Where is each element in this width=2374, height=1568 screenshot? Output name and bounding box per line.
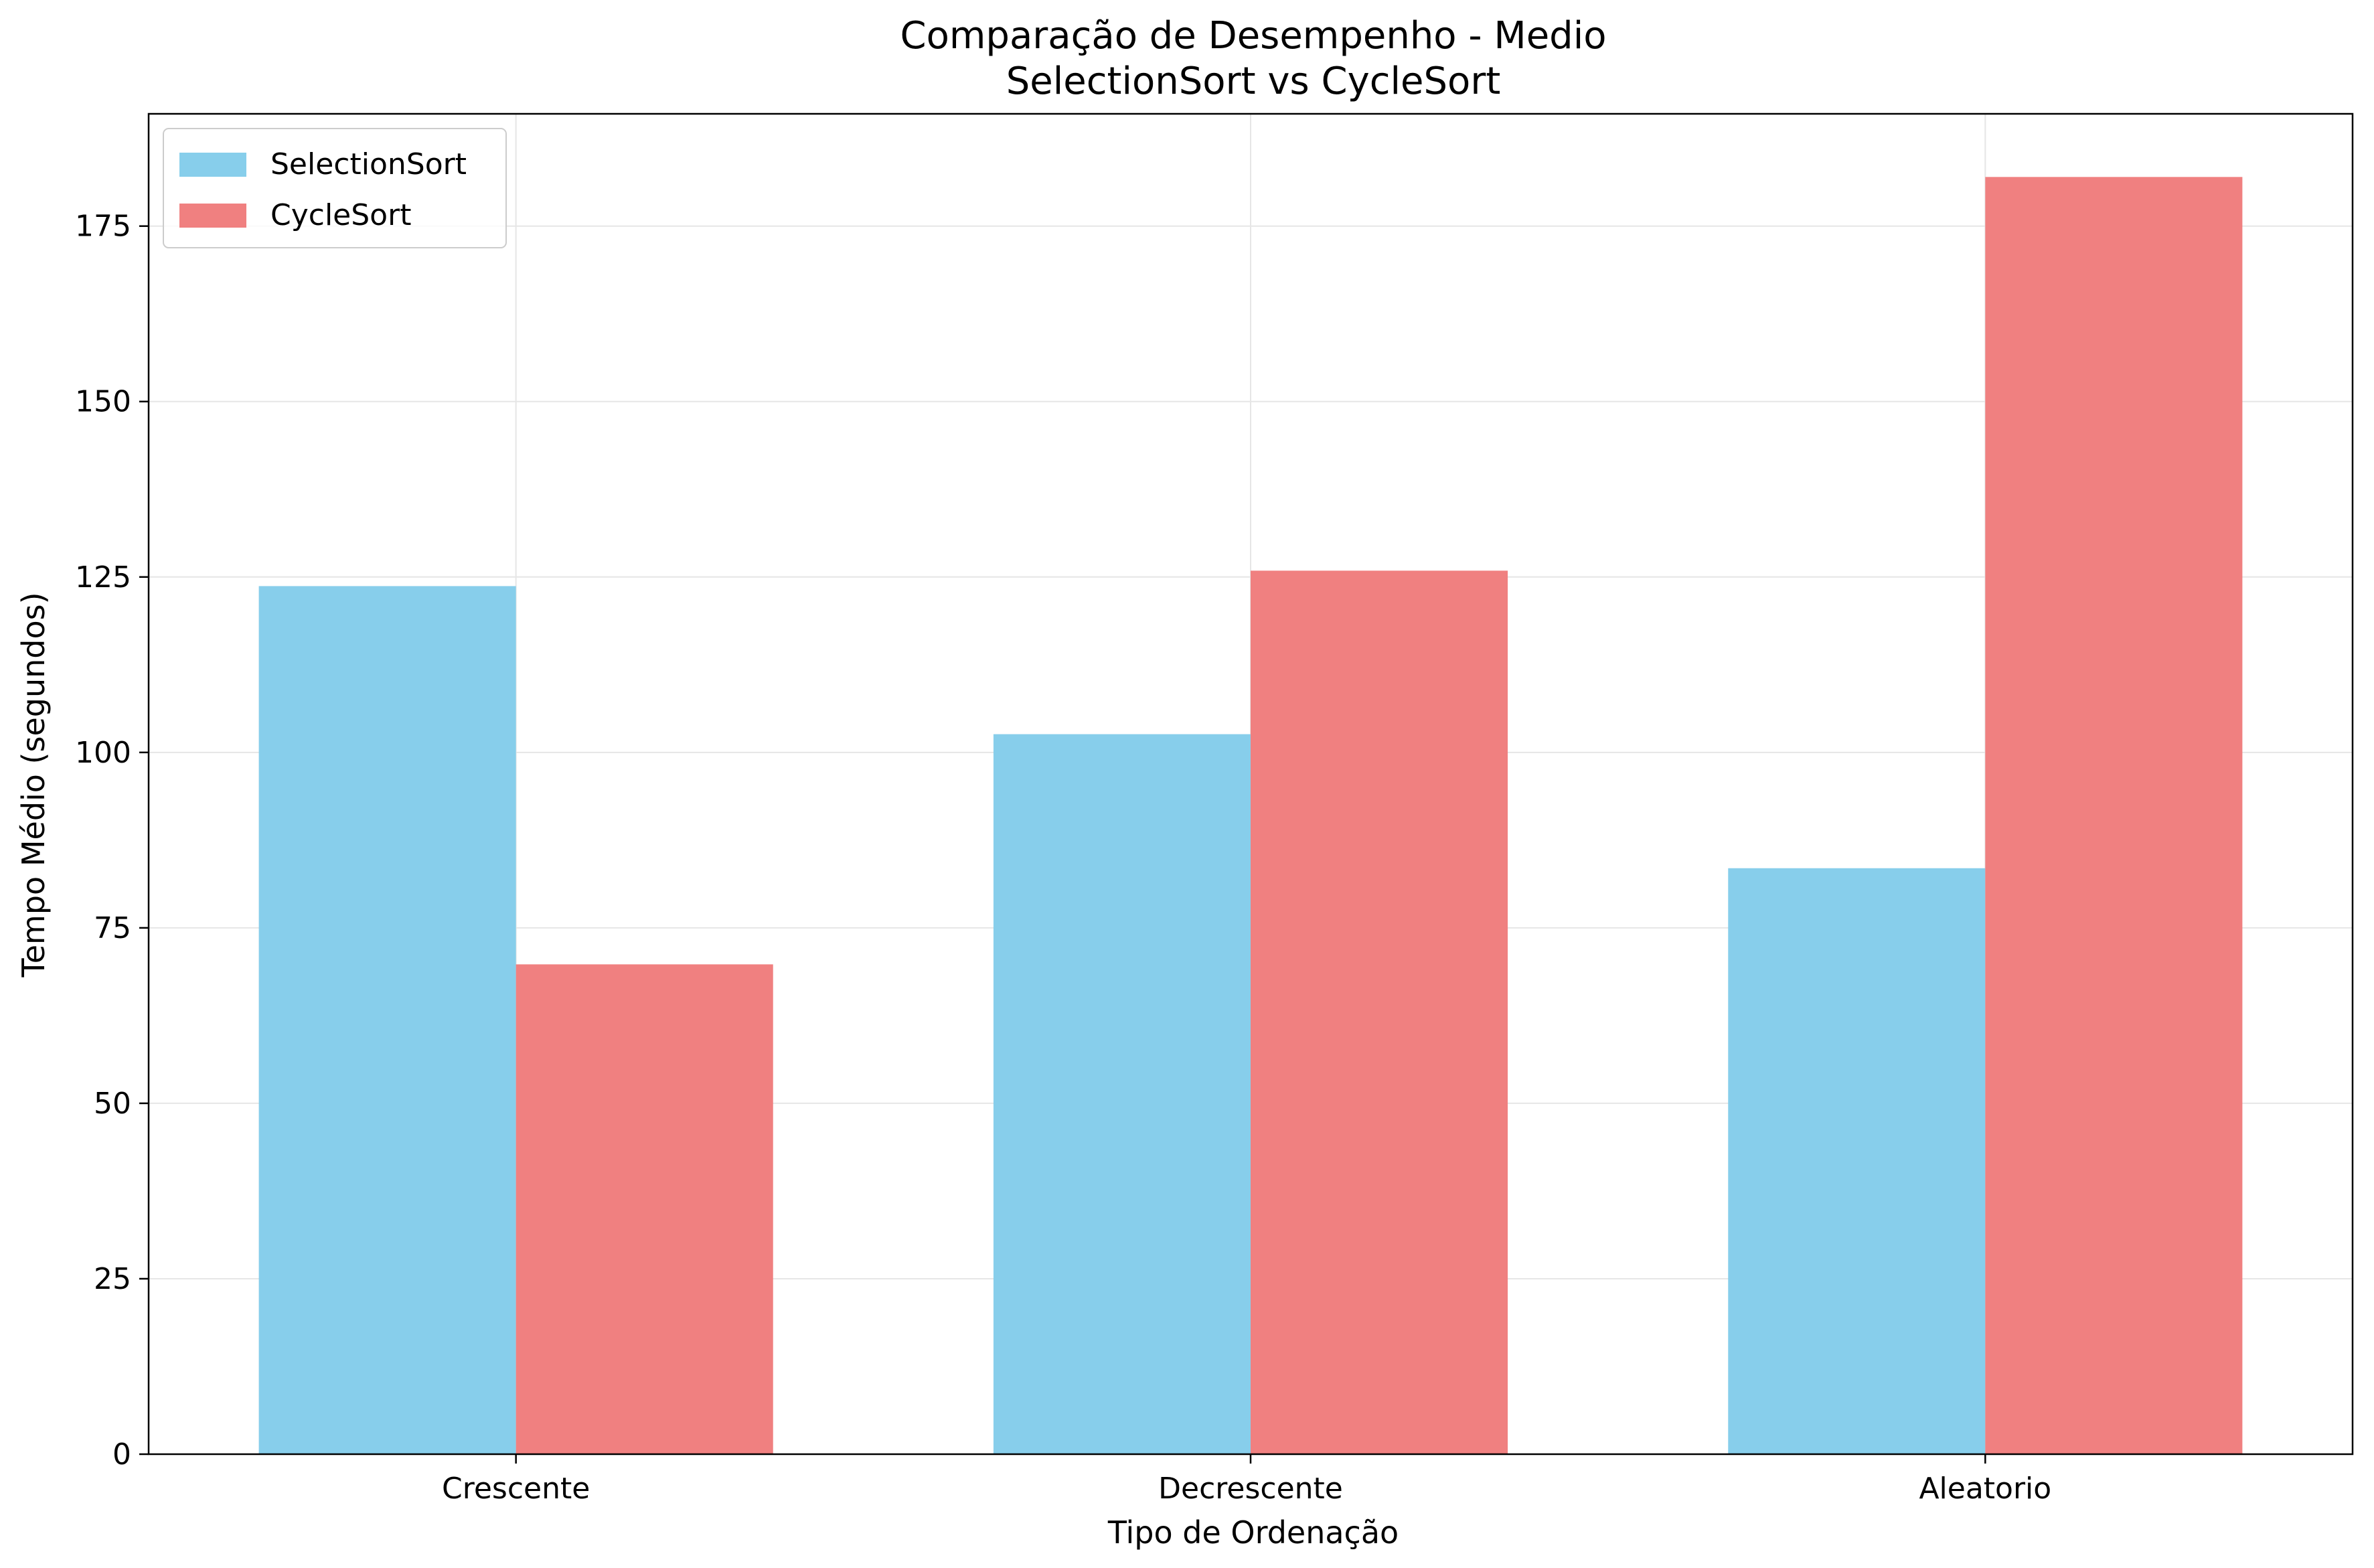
y-tick-label: 75 xyxy=(94,911,131,945)
legend-label-cyclesort: CycleSort xyxy=(270,198,411,232)
plot-frame xyxy=(147,112,2354,1456)
y-tick-label: 125 xyxy=(75,560,131,595)
x-axis-label: Tipo de Ordenação xyxy=(1107,1514,1399,1551)
bar-selectionsort-decrescente xyxy=(993,734,1251,1454)
y-tick-label: 25 xyxy=(94,1262,131,1296)
tick-labels: 0 25 50 75 100 125 150 175 Crescente Decrescente A… xyxy=(75,210,2051,1506)
bars xyxy=(258,177,2243,1454)
legend-label-selectionsort: SelectionSort xyxy=(270,147,467,181)
bar-selectionsort-crescente xyxy=(258,586,516,1454)
bar-cyclesort-decrescente xyxy=(1251,570,1508,1454)
y-axis-label: Tempo Médio (segundos) xyxy=(15,592,52,977)
y-tick-label: 100 xyxy=(75,736,131,770)
legend-swatch-selectionsort xyxy=(179,153,246,177)
bar-cyclesort-crescente xyxy=(516,964,773,1454)
y-tick-label: 175 xyxy=(75,210,131,244)
axes xyxy=(139,112,2354,1464)
x-tick-label: Crescente xyxy=(442,1472,590,1506)
legend: SelectionSort CycleSort xyxy=(163,128,507,248)
y-tick-label: 150 xyxy=(75,385,131,419)
bar-selectionsort-aleatorio xyxy=(1728,868,1986,1454)
chart-subtitle: SelectionSort vs CycleSort xyxy=(1006,60,1501,103)
x-tick-label: Aleatorio xyxy=(1919,1472,2051,1506)
chart-title: Comparação de Desempenho - Medio xyxy=(900,14,1606,58)
x-tick-label: Decrescente xyxy=(1158,1472,1343,1506)
bar-cyclesort-aleatorio xyxy=(1985,177,2243,1454)
y-tick-label: 0 xyxy=(112,1437,131,1472)
legend-box xyxy=(163,128,507,248)
legend-swatch-cyclesort xyxy=(179,204,246,228)
y-tick-label: 50 xyxy=(94,1087,131,1121)
